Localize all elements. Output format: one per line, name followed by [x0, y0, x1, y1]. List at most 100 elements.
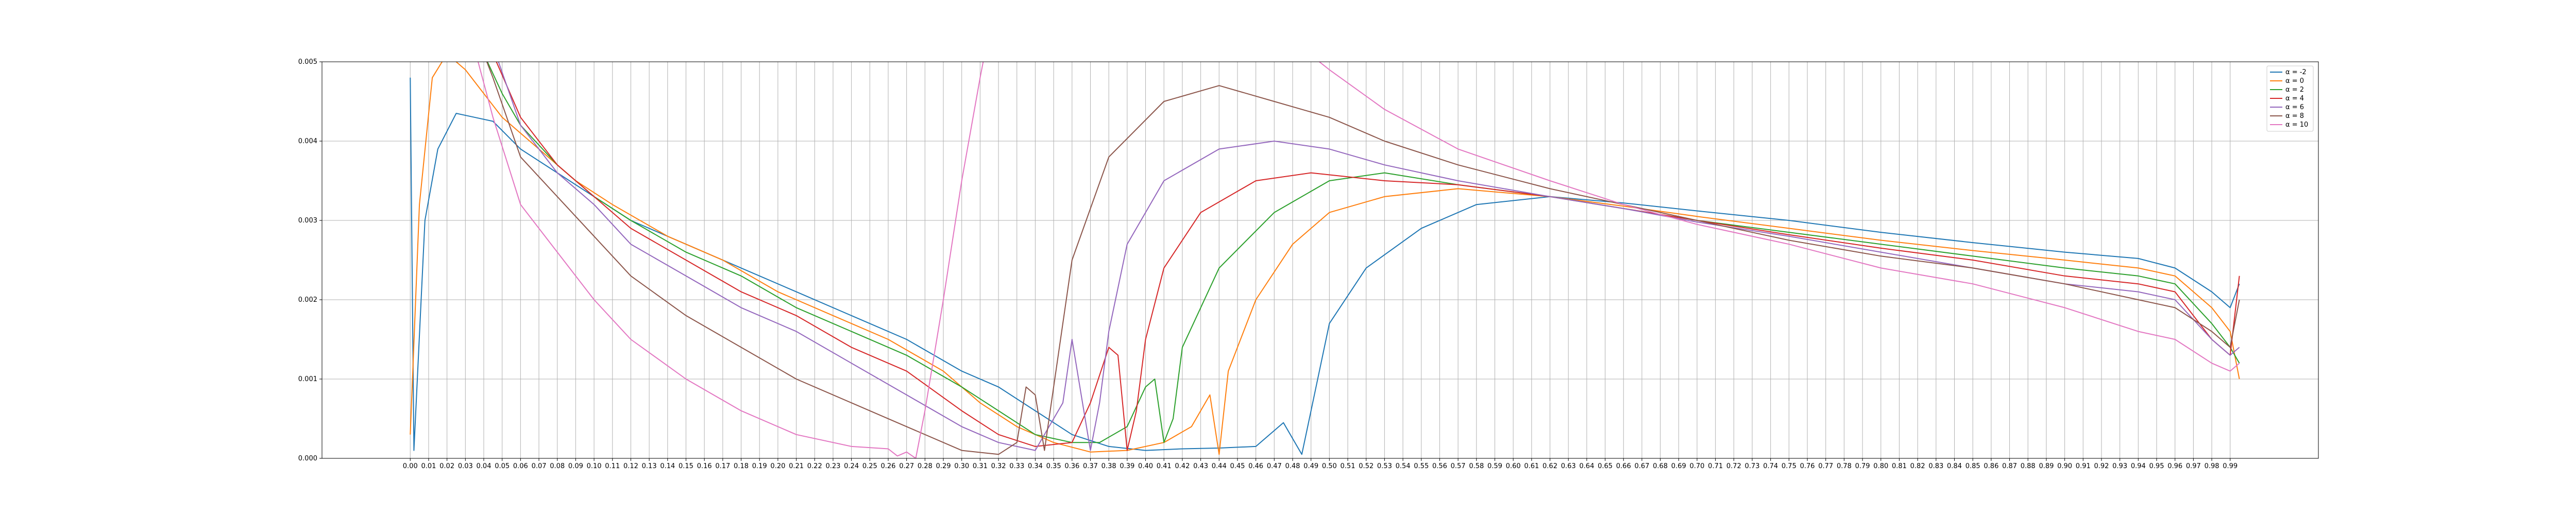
legend-label: α = 10: [2285, 121, 2308, 129]
y-tick-label: 0.002: [298, 296, 317, 304]
x-tick-label: 0.69: [1671, 462, 1686, 470]
x-tick-label: 0.04: [477, 462, 492, 470]
x-tick-label: 0.28: [918, 462, 933, 470]
x-tick-label: 0.13: [642, 462, 657, 470]
x-tick-label: 0.72: [1726, 462, 1741, 470]
series-line: [498, 62, 2240, 451]
x-tick-label: 0.12: [623, 462, 638, 470]
x-tick-label: 0.64: [1579, 462, 1594, 470]
x-tick-label: 0.84: [1947, 462, 1962, 470]
x-tick-label: 0.83: [1928, 462, 1943, 470]
x-tick-label: 0.67: [1634, 462, 1649, 470]
x-tick-label: 0.42: [1175, 462, 1190, 470]
legend-label: α = 4: [2285, 95, 2304, 102]
x-tick-label: 0.65: [1598, 462, 1613, 470]
x-tick-label: 0.15: [679, 462, 693, 470]
x-axis-ticks: 0.00 0.01 0.02 0.03 0.04 0.05 0.06 0.07 0.08 0.09…: [403, 458, 2238, 470]
x-tick-label: 0.76: [1800, 462, 1815, 470]
x-tick-label: 0.78: [1837, 462, 1852, 470]
x-tick-label: 0.35: [1046, 462, 1061, 470]
x-tick-label: 0.16: [697, 462, 712, 470]
x-tick-label: 0.81: [1892, 462, 1907, 470]
x-tick-label: 0.06: [513, 462, 528, 470]
legend-label: α = -2: [2285, 68, 2307, 76]
legend: α = -2α = 0α = 2α = 4 α = 6α = 8α = 10: [2266, 65, 2314, 132]
x-tick-label: 0.00: [403, 462, 418, 470]
x-tick-label: 0.98: [2205, 462, 2219, 470]
x-tick-label: 0.80: [1873, 462, 1888, 470]
x-tick-label: 0.51: [1341, 462, 1355, 470]
x-tick-label: 0.53: [1377, 462, 1392, 470]
y-axis-ticks: 0.000 0.001 0.002 0.003 0.004 0.005: [298, 58, 322, 462]
x-tick-label: 0.43: [1193, 462, 1208, 470]
legend-label: α = 0: [2285, 77, 2304, 85]
x-tick-label: 0.54: [1396, 462, 1411, 470]
x-tick-label: 0.50: [1322, 462, 1337, 470]
x-tick-label: 0.86: [1984, 462, 1998, 470]
x-tick-label: 0.92: [2094, 462, 2109, 470]
x-tick-label: 0.71: [1708, 462, 1723, 470]
x-tick-label: 0.32: [991, 462, 1006, 470]
legend-label: α = 2: [2285, 86, 2304, 94]
legend-label: α = 8: [2285, 112, 2304, 120]
legend-label: α = 6: [2285, 104, 2304, 111]
series-line: [410, 77, 2240, 455]
x-tick-label: 0.49: [1303, 462, 1318, 470]
x-tick-label: 0.46: [1248, 462, 1263, 470]
y-tick-label: 0.003: [298, 217, 317, 225]
x-tick-label: 0.99: [2223, 462, 2238, 470]
x-tick-label: 0.41: [1157, 462, 1172, 470]
x-tick-label: 0.88: [2021, 462, 2036, 470]
x-tick-label: 0.03: [458, 462, 473, 470]
x-tick-label: 0.57: [1451, 462, 1466, 470]
x-tick-label: 0.33: [1009, 462, 1024, 470]
x-tick-label: 0.87: [2002, 462, 2017, 470]
x-tick-label: 0.08: [550, 462, 565, 470]
x-tick-label: 0.11: [605, 462, 620, 470]
x-tick-label: 0.56: [1432, 462, 1447, 470]
x-tick-label: 0.02: [439, 462, 454, 470]
x-tick-label: 0.70: [1689, 462, 1704, 470]
x-tick-label: 0.22: [807, 462, 822, 470]
x-tick-label: 0.24: [844, 462, 859, 470]
x-tick-label: 0.66: [1616, 462, 1631, 470]
x-tick-label: 0.82: [1910, 462, 1925, 470]
y-tick-label: 0.004: [298, 138, 317, 145]
x-tick-label: 0.95: [2149, 462, 2164, 470]
x-tick-label: 0.38: [1101, 462, 1116, 470]
x-tick-label: 0.47: [1267, 462, 1282, 470]
x-tick-label: 0.97: [2186, 462, 2201, 470]
x-tick-label: 0.62: [1543, 462, 1557, 470]
y-tick-label: 0.005: [298, 58, 317, 66]
x-tick-label: 0.19: [752, 462, 767, 470]
x-tick-label: 0.36: [1064, 462, 1079, 470]
x-tick-label: 0.73: [1745, 462, 1760, 470]
series-lines: [410, 62, 2240, 458]
y-tick-label: 0.001: [298, 375, 317, 383]
x-tick-label: 0.30: [954, 462, 969, 470]
x-tick-label: 0.27: [899, 462, 914, 470]
x-tick-label: 0.94: [2131, 462, 2146, 470]
x-tick-label: 0.45: [1230, 462, 1245, 470]
x-tick-label: 0.18: [734, 462, 749, 470]
series-line: [496, 62, 2240, 451]
x-tick-label: 0.60: [1506, 462, 1521, 470]
plot-frame: [321, 61, 2319, 459]
x-tick-label: 0.55: [1414, 462, 1429, 470]
x-tick-label: 0.23: [825, 462, 840, 470]
x-tick-label: 0.79: [1855, 462, 1870, 470]
x-tick-label: 0.77: [1818, 462, 1833, 470]
x-tick-label: 0.37: [1083, 462, 1098, 470]
x-tick-label: 0.31: [973, 462, 988, 470]
x-tick-label: 0.96: [2167, 462, 2182, 470]
x-tick-label: 0.07: [532, 462, 547, 470]
x-tick-label: 0.58: [1469, 462, 1484, 470]
series-line: [477, 62, 2240, 458]
x-tick-label: 0.90: [2057, 462, 2072, 470]
x-tick-label: 0.09: [568, 462, 583, 470]
x-tick-label: 0.61: [1524, 462, 1539, 470]
x-tick-label: 0.39: [1120, 462, 1134, 470]
x-tick-label: 0.29: [936, 462, 951, 470]
x-tick-label: 0.93: [2112, 462, 2127, 470]
